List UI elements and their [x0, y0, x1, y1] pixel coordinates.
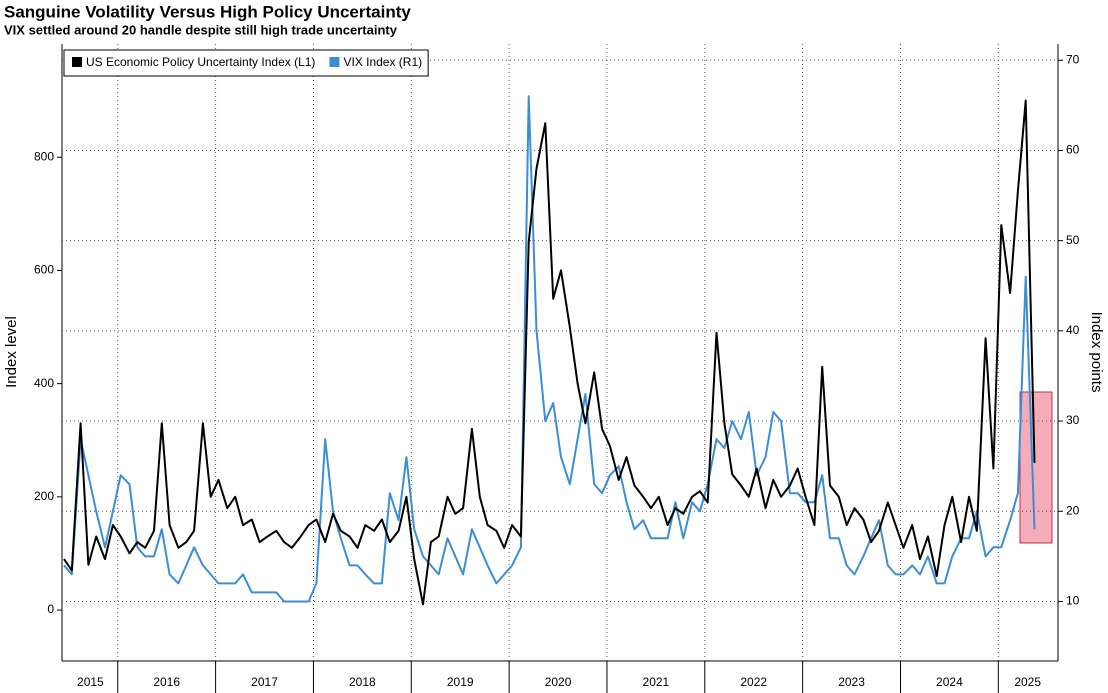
y2-tick-label: 40	[1066, 323, 1080, 337]
x-tick-label: 2024	[936, 675, 963, 689]
series-line	[63, 95, 1036, 603]
legend-swatch	[72, 57, 82, 67]
y2-tick-label: 30	[1066, 413, 1080, 427]
x-tick-label: 2025	[1014, 675, 1041, 689]
y2-tick-label: 70	[1066, 52, 1080, 66]
y-tick-label: 600	[34, 263, 54, 277]
x-tick-label: 2020	[545, 675, 572, 689]
y2-tick-label: 20	[1066, 503, 1080, 517]
y2-tick-label: 50	[1066, 233, 1080, 247]
legend-label: VIX Index (R1)	[343, 55, 422, 69]
y2-tick-label: 60	[1066, 143, 1080, 157]
x-tick-label: 2023	[838, 675, 865, 689]
y-tick-label: 200	[34, 489, 54, 503]
y-tick-label: 800	[34, 149, 54, 163]
x-tick-label: 2016	[153, 675, 180, 689]
x-tick-label: 2019	[447, 675, 474, 689]
x-tick-label: 2017	[251, 675, 278, 689]
y-tick-label: 400	[34, 376, 54, 390]
legend: US Economic Policy Uncertainty Index (L1…	[63, 49, 429, 77]
chart-subtitle: VIX settled around 20 handle despite sti…	[4, 22, 398, 37]
chart-title: Sanguine Volatility Versus High Policy U…	[4, 2, 411, 21]
x-tick-label: 2021	[643, 675, 670, 689]
legend-label: US Economic Policy Uncertainty Index (L1…	[86, 55, 315, 69]
y2-axis-label: Index points	[1088, 312, 1105, 393]
x-tick-label: 2015	[77, 675, 104, 689]
x-tick-label: 2018	[349, 675, 376, 689]
legend-box	[63, 49, 429, 77]
highlight-box	[1019, 391, 1053, 544]
y-axis-label: Index level	[3, 316, 20, 388]
y-tick-label: 0	[47, 602, 54, 616]
series-line	[63, 99, 1036, 606]
legend-swatch	[329, 57, 340, 67]
x-tick-label: 2022	[740, 675, 767, 689]
y2-tick-label: 10	[1066, 594, 1080, 608]
